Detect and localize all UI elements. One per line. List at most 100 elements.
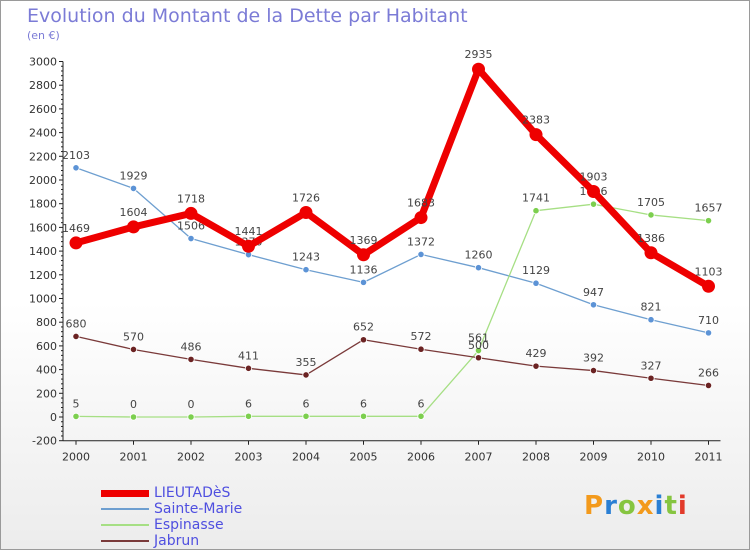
y-tick-label: -200 — [32, 435, 57, 448]
data-label: 561 — [468, 332, 489, 345]
data-label: 1441 — [235, 225, 263, 238]
data-point — [244, 412, 253, 420]
data-point — [414, 211, 428, 225]
data-point — [532, 362, 540, 370]
legend-label: Jabrun — [154, 533, 200, 549]
legend-swatch — [101, 489, 149, 497]
data-label: 0 — [130, 398, 137, 411]
x-tick-label: 2004 — [292, 451, 320, 464]
legend-swatch — [101, 524, 149, 526]
series-line — [72, 65, 712, 290]
logo-letter: x — [636, 491, 655, 521]
data-label: 1243 — [292, 251, 320, 264]
data-label: 1136 — [350, 263, 378, 276]
data-label: 1506 — [177, 220, 205, 233]
data-label: 1741 — [522, 192, 550, 205]
y-tick-label: 600 — [36, 340, 57, 353]
data-point — [244, 364, 253, 372]
data-point — [589, 301, 598, 309]
data-label: 1929 — [120, 169, 148, 182]
legend-label: LIEUTADèS — [154, 485, 231, 501]
data-point — [302, 412, 310, 420]
data-label: 652 — [353, 321, 374, 334]
legend-label: Espinasse — [154, 517, 224, 533]
series-line — [75, 335, 710, 387]
data-point — [704, 329, 713, 337]
data-label: 429 — [526, 347, 547, 360]
logo-letter: r — [604, 491, 618, 521]
x-tick-label: 2007 — [465, 451, 493, 464]
data-label: 947 — [583, 286, 604, 299]
data-point — [647, 211, 655, 219]
data-point — [644, 246, 658, 260]
data-label: 1103 — [695, 265, 723, 278]
data-point — [472, 62, 485, 76]
data-label: 0 — [188, 398, 195, 411]
data-label: 6 — [360, 397, 367, 410]
y-tick-label: 2200 — [29, 150, 57, 163]
legend-label: Sainte-Marie — [154, 501, 243, 517]
y-tick-label: 1800 — [29, 198, 57, 211]
data-label: 327 — [641, 359, 662, 372]
data-label: 6 — [303, 397, 310, 410]
data-point — [359, 336, 368, 344]
x-tick-label: 2000 — [62, 451, 90, 464]
data-label: 1657 — [695, 202, 723, 215]
data-label: 1903 — [580, 170, 608, 183]
data-label: 6 — [245, 397, 252, 410]
x-tick-label: 2002 — [177, 451, 205, 464]
data-point — [127, 220, 140, 234]
data-label: 5 — [73, 397, 80, 410]
data-point — [184, 206, 198, 220]
data-point — [359, 278, 368, 286]
data-label: 2383 — [522, 114, 550, 127]
data-point — [417, 345, 425, 353]
data-point — [704, 217, 713, 225]
series-line — [75, 167, 710, 334]
data-point — [704, 381, 713, 390]
data-point — [129, 345, 138, 354]
data-point — [69, 236, 83, 250]
x-tick-label: 2010 — [637, 451, 665, 464]
x-tick-label: 2005 — [350, 451, 378, 464]
x-tick-label: 2011 — [695, 451, 723, 464]
data-point — [187, 234, 195, 243]
x-tick-label: 2006 — [407, 451, 435, 464]
data-point — [359, 412, 368, 420]
data-point — [129, 184, 138, 193]
data-label: 1718 — [177, 192, 205, 205]
data-label: 1604 — [120, 206, 148, 219]
data-point — [187, 355, 195, 364]
data-point — [474, 264, 483, 272]
data-point — [474, 346, 483, 355]
data-label: 2103 — [62, 149, 90, 162]
logo-letter: P — [584, 491, 605, 521]
data-label: 821 — [641, 301, 662, 314]
chart-title: Evolution du Montant de la Dette par Hab… — [27, 5, 468, 27]
data-point — [357, 248, 370, 262]
y-tick-label: 1200 — [29, 269, 57, 282]
legend-swatch — [101, 540, 149, 542]
data-point — [242, 239, 255, 253]
proxiti-logo: Proxiti — [584, 491, 688, 521]
y-tick-label: 3000 — [29, 56, 57, 69]
data-point — [299, 205, 313, 219]
y-tick-label: 2800 — [29, 79, 57, 92]
data-label: 1129 — [522, 264, 550, 277]
x-tick-label: 2009 — [580, 451, 608, 464]
data-point — [72, 412, 80, 421]
y-tick-label: 200 — [36, 387, 57, 400]
y-tick-label: 2000 — [29, 174, 57, 187]
data-point — [702, 279, 715, 293]
chart-unit: (en €) — [27, 29, 60, 42]
data-label: 500 — [468, 339, 489, 352]
data-label: 355 — [296, 356, 317, 369]
data-point — [587, 184, 600, 198]
data-point — [647, 316, 655, 324]
data-point — [532, 207, 540, 215]
data-label: 1469 — [62, 222, 90, 235]
y-tick-label: 400 — [36, 364, 57, 377]
data-label: 572 — [411, 330, 432, 343]
